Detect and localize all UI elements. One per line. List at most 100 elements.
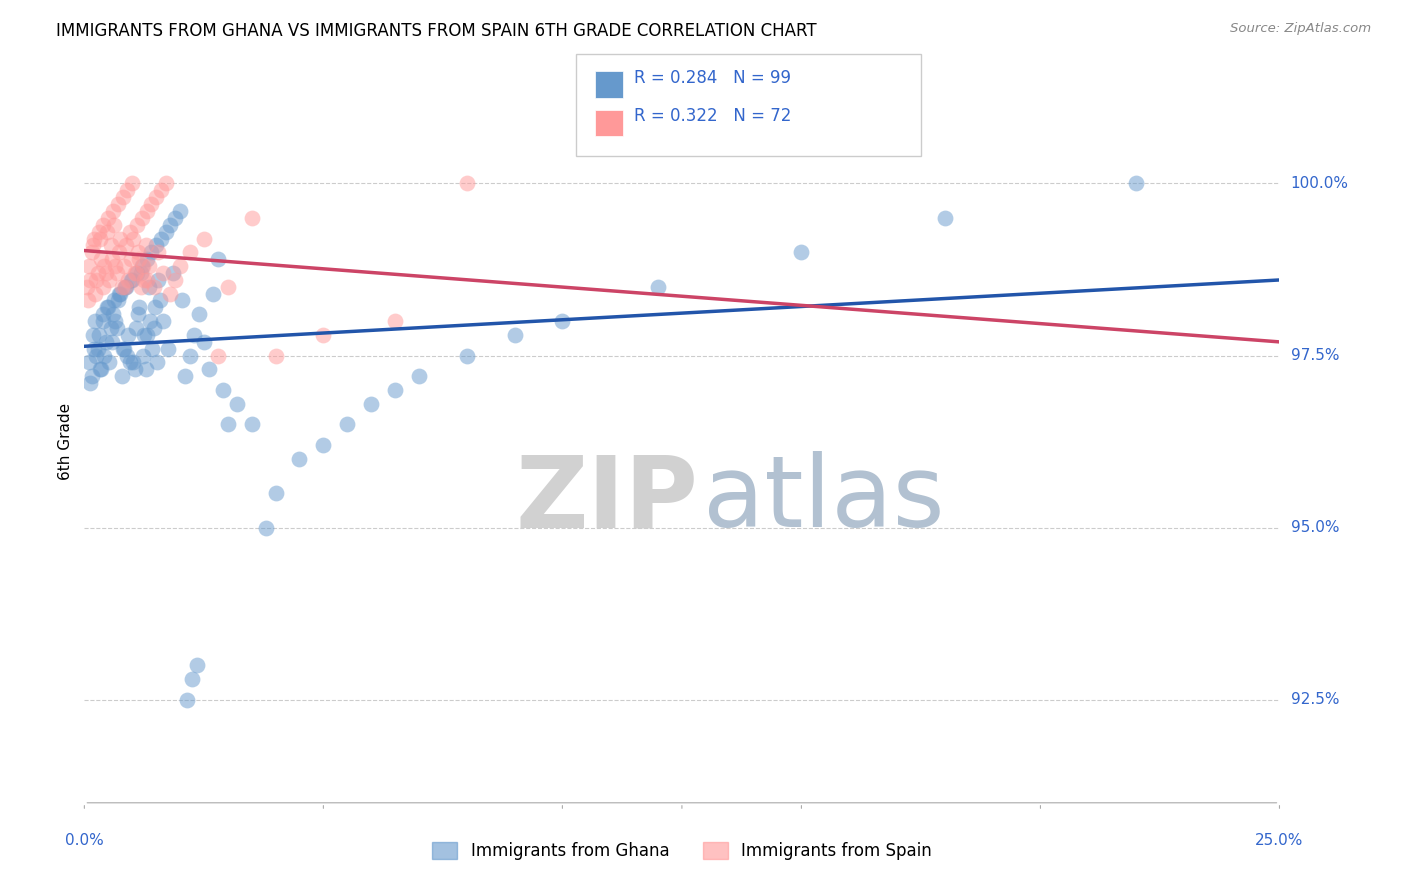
Point — [240, 211, 263, 225]
Point — [83, 231, 105, 245]
Point — [120, 273, 142, 287]
Point — [647, 279, 669, 293]
Point — [91, 307, 114, 321]
Point — [149, 293, 172, 308]
Point — [77, 355, 100, 369]
Point — [111, 279, 134, 293]
Point — [107, 197, 129, 211]
Point — [129, 279, 152, 293]
Point — [152, 266, 174, 280]
Text: IMMIGRANTS FROM GHANA VS IMMIGRANTS FROM SPAIN 6TH GRADE CORRELATION CHART: IMMIGRANTS FROM GHANA VS IMMIGRANTS FROM… — [56, 22, 817, 40]
Point — [115, 279, 138, 293]
Point — [152, 314, 174, 328]
Point — [83, 286, 105, 301]
Point — [157, 342, 180, 356]
Point — [142, 321, 165, 335]
Point — [148, 273, 170, 287]
Point — [188, 307, 211, 321]
Point — [127, 307, 149, 321]
Point — [169, 204, 191, 219]
Point — [135, 252, 157, 267]
Point — [288, 451, 311, 466]
Point — [112, 259, 135, 273]
Point — [125, 266, 148, 280]
Point — [408, 369, 430, 384]
Point — [183, 327, 205, 342]
Point — [101, 252, 124, 267]
Point — [107, 293, 129, 308]
Point — [77, 293, 100, 308]
Point — [131, 211, 153, 225]
Point — [79, 376, 101, 390]
Point — [551, 314, 574, 328]
Point — [176, 692, 198, 706]
Point — [149, 231, 172, 245]
Point — [124, 362, 146, 376]
Point — [254, 520, 277, 534]
Point — [76, 279, 98, 293]
Point — [202, 286, 225, 301]
Point — [117, 349, 139, 363]
Point — [143, 301, 166, 315]
Point — [934, 211, 956, 225]
Point — [114, 279, 136, 293]
Point — [97, 211, 120, 225]
Point — [193, 334, 215, 349]
Point — [136, 273, 159, 287]
Point — [336, 417, 359, 432]
Point — [111, 369, 134, 384]
Point — [111, 342, 134, 356]
Text: 92.5%: 92.5% — [1291, 692, 1339, 707]
Point — [83, 342, 105, 356]
Point — [93, 349, 115, 363]
Point — [145, 238, 167, 252]
Point — [117, 183, 139, 197]
Point — [197, 362, 219, 376]
Point — [131, 259, 153, 273]
Text: Source: ZipAtlas.com: Source: ZipAtlas.com — [1230, 22, 1371, 36]
Point — [141, 197, 163, 211]
Point — [117, 327, 139, 342]
Point — [121, 177, 143, 191]
Point — [105, 266, 128, 280]
Point — [98, 273, 121, 287]
Point — [165, 273, 187, 287]
Text: atlas: atlas — [703, 451, 945, 548]
Point — [456, 177, 478, 191]
Point — [89, 231, 111, 245]
Point — [121, 273, 143, 287]
Point — [94, 266, 117, 280]
Point — [87, 225, 110, 239]
Point — [107, 245, 129, 260]
Point — [312, 327, 335, 342]
Point — [83, 314, 105, 328]
Point — [142, 279, 165, 293]
Point — [207, 252, 229, 267]
Point — [125, 218, 148, 232]
Point — [87, 342, 110, 356]
Point — [165, 211, 187, 225]
Point — [100, 321, 122, 335]
Point — [159, 286, 181, 301]
Point — [125, 266, 148, 280]
Legend: Immigrants from Ghana, Immigrants from Spain: Immigrants from Ghana, Immigrants from S… — [426, 835, 938, 867]
Point — [110, 231, 132, 245]
Point — [139, 314, 162, 328]
Point — [384, 383, 406, 397]
Point — [186, 658, 208, 673]
Point — [122, 231, 145, 245]
Point — [141, 342, 163, 356]
Point — [117, 273, 139, 287]
Point — [360, 397, 382, 411]
Point — [148, 245, 170, 260]
Point — [131, 259, 153, 273]
Text: 95.0%: 95.0% — [1291, 520, 1339, 535]
Point — [93, 314, 115, 328]
Point — [101, 204, 124, 219]
Point — [159, 218, 181, 232]
Point — [125, 321, 148, 335]
Point — [1125, 177, 1147, 191]
Point — [146, 355, 169, 369]
Point — [132, 327, 156, 342]
Point — [87, 266, 110, 280]
